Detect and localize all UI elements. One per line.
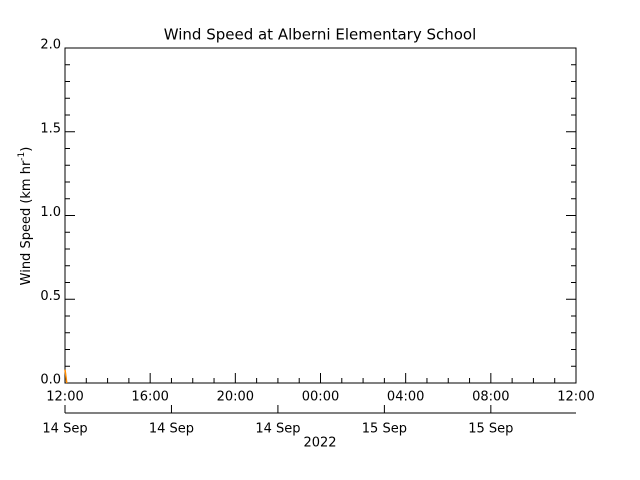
date-tick-label: 14 Sep bbox=[149, 422, 194, 437]
x-tick-label: 16:00 bbox=[131, 390, 168, 405]
y-axis-label-superscript: -1 bbox=[17, 152, 27, 161]
date-tick-label: 15 Sep bbox=[362, 422, 407, 437]
x-tick-label: 20:00 bbox=[217, 390, 254, 405]
y-tick-label: 1.0 bbox=[40, 205, 61, 220]
date-tick-label: 15 Sep bbox=[468, 422, 513, 437]
chart-title: Wind Speed at Alberni Elementary School bbox=[164, 26, 477, 44]
x-tick-label: 00:00 bbox=[302, 390, 339, 405]
x-tick-label: 12:00 bbox=[557, 390, 594, 405]
year-label: 2022 bbox=[303, 436, 336, 451]
y-tick-label: 2.0 bbox=[40, 38, 61, 53]
y-axis-label-end: ) bbox=[19, 147, 34, 152]
date-tick-label: 14 Sep bbox=[42, 422, 87, 437]
data-line bbox=[64, 369, 68, 384]
date-tick-label: 14 Sep bbox=[255, 422, 300, 437]
y-tick-label: 0.5 bbox=[40, 289, 61, 304]
y-tick-label: 1.5 bbox=[40, 121, 61, 136]
y-tick-label: 0.0 bbox=[40, 373, 61, 388]
x-tick-label: 04:00 bbox=[387, 390, 424, 405]
y-axis-label-text: Wind Speed (km hr bbox=[19, 160, 34, 285]
y-axis-label: Wind Speed (km hr-1) bbox=[17, 147, 34, 286]
x-tick-label: 12:00 bbox=[46, 390, 83, 405]
x-tick-label: 08:00 bbox=[472, 390, 509, 405]
